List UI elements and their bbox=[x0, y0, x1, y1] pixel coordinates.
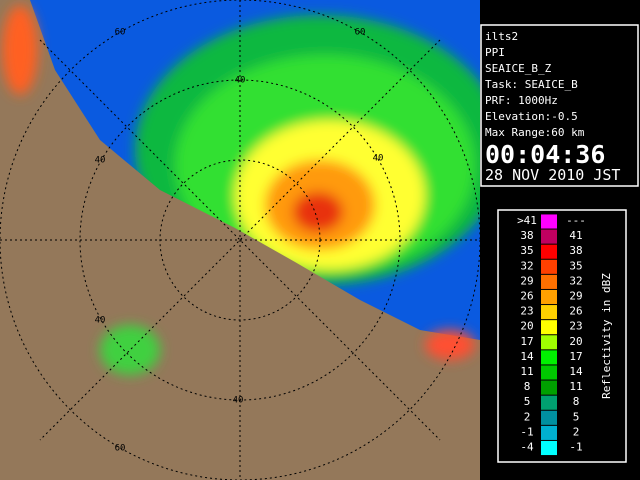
range-label: 40 bbox=[95, 316, 106, 326]
range-label: 40 bbox=[235, 76, 246, 86]
legend-high: --- bbox=[566, 214, 586, 227]
legend-swatch bbox=[541, 244, 557, 259]
legend-high: 23 bbox=[569, 320, 582, 333]
legend-swatch bbox=[541, 335, 557, 350]
legend-high: 17 bbox=[569, 350, 582, 363]
legend-low: -1 bbox=[520, 425, 533, 438]
range-rings bbox=[0, 0, 480, 480]
legend-high: 11 bbox=[569, 380, 582, 393]
legend-swatch bbox=[541, 289, 557, 305]
legend-high: 8 bbox=[573, 395, 580, 408]
legend-low: 5 bbox=[524, 395, 531, 408]
info-lines: ilts2 PPI SEAICE_B_Z Task: SEAICE_B PRF: 100… bbox=[485, 30, 585, 139]
info-box bbox=[480, 24, 639, 187]
legend-low: 14 bbox=[520, 350, 534, 363]
legend-swatch bbox=[541, 274, 557, 289]
legend-low: -4 bbox=[520, 441, 534, 454]
legend-high: 38 bbox=[569, 244, 582, 257]
legend-high: 5 bbox=[573, 410, 580, 423]
legend-low: 32 bbox=[520, 259, 533, 272]
legend-swatch bbox=[541, 259, 557, 274]
legend-swatch bbox=[541, 425, 557, 440]
legend-swatch bbox=[541, 410, 557, 425]
legend-high: 14 bbox=[569, 365, 583, 378]
info-line: Elevation:-0.5 bbox=[485, 110, 578, 123]
legend-swatch bbox=[541, 380, 557, 395]
legend-swatch bbox=[541, 350, 557, 365]
legend-high: 41 bbox=[569, 229, 582, 242]
legend-low: 11 bbox=[520, 365, 533, 378]
legend-swatch bbox=[541, 320, 557, 335]
legend-swatch bbox=[541, 440, 557, 456]
range-label: 40 bbox=[95, 156, 106, 166]
legend-swatch bbox=[541, 395, 557, 410]
legend-high: 2 bbox=[573, 425, 580, 438]
info-line: PRF: 1000Hz bbox=[485, 94, 558, 107]
legend-low: 35 bbox=[520, 244, 533, 257]
range-label: 40 bbox=[233, 396, 244, 406]
legend-low: 17 bbox=[520, 335, 533, 348]
legend-high: 32 bbox=[569, 274, 582, 287]
legend-high: 35 bbox=[569, 259, 582, 272]
date: 28 NOV 2010 JST bbox=[485, 166, 620, 184]
legend-low: 20 bbox=[520, 320, 533, 333]
legend-low: 2 bbox=[524, 410, 531, 423]
legend-low: 38 bbox=[520, 229, 533, 242]
info-line: Max Range:60 km bbox=[485, 126, 585, 139]
legend-swatch bbox=[541, 305, 557, 320]
legend-swatch bbox=[541, 365, 557, 380]
range-label: 60 bbox=[115, 28, 126, 38]
legend-low: 8 bbox=[524, 380, 531, 393]
legend-low: 26 bbox=[520, 290, 533, 303]
info-line: Task: SEAICE_B bbox=[485, 78, 578, 91]
range-label: 40 bbox=[373, 154, 384, 164]
info-line: SEAICE_B_Z bbox=[485, 62, 552, 75]
time: 00:04:36 bbox=[485, 140, 605, 169]
range-label: 60 bbox=[115, 444, 126, 454]
legend-swatch bbox=[541, 214, 557, 229]
info-line: PPI bbox=[485, 46, 505, 59]
map: 60 60 40 40 40 40 40 60 bbox=[0, 0, 480, 480]
legend-box bbox=[497, 209, 627, 463]
legend-low: 29 bbox=[520, 274, 533, 287]
legend-low: >41 bbox=[517, 214, 537, 227]
legend-high: -1 bbox=[569, 441, 582, 454]
legend-high: 26 bbox=[569, 305, 582, 318]
legend-high: 20 bbox=[569, 335, 582, 348]
coastal-echo bbox=[2, 5, 475, 375]
legend-title: Reflectivity in dBZ bbox=[600, 273, 613, 399]
legend-low: 23 bbox=[520, 305, 533, 318]
legend-high: 29 bbox=[569, 290, 582, 303]
info-line: ilts2 bbox=[485, 30, 518, 43]
range-label: 60 bbox=[355, 28, 366, 38]
echo bbox=[135, 15, 480, 285]
legend: >41 --- 38 41 35 38 32 35 29 32 26 29 23 26 20 23 17 20 14… bbox=[517, 214, 586, 456]
legend-swatch bbox=[541, 229, 557, 244]
